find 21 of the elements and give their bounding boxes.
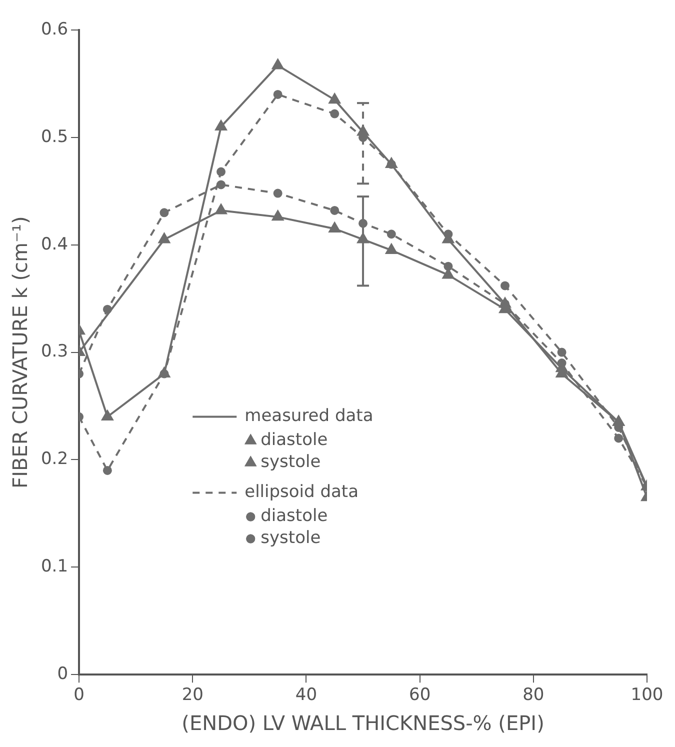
- legend-label: systole: [260, 528, 321, 548]
- legend-label: diastole: [260, 430, 328, 450]
- y-tick-label: 0.5: [40, 126, 68, 147]
- x-tick-label: 60: [408, 685, 431, 706]
- y-tick-label: 0.6: [40, 19, 68, 40]
- legend-label: diastole: [260, 506, 328, 526]
- y-tick-label: 0.2: [40, 449, 68, 470]
- x-tick-label: 40: [295, 685, 318, 706]
- legend-label: systole: [260, 452, 321, 472]
- x-axis-title: (ENDO) LV WALL THICKNESS-% (EPI): [182, 711, 544, 736]
- x-tick-label: 20: [182, 685, 204, 706]
- y-tick-label: 0.3: [40, 342, 68, 362]
- annotation: ellipsoid data: [244, 482, 359, 502]
- annotation: measured data: [244, 406, 374, 426]
- y-tick-label: 0.4: [40, 234, 68, 254]
- x-tick-label: 100: [630, 685, 664, 706]
- y-axis-title: FIBER CURVATURE k (cm⁻¹): [8, 216, 32, 488]
- x-tick-label: 0: [74, 685, 84, 706]
- y-tick-label: 0.1: [40, 556, 68, 577]
- y-tick-label: 0: [57, 664, 68, 684]
- x-tick-label: 80: [522, 685, 544, 706]
